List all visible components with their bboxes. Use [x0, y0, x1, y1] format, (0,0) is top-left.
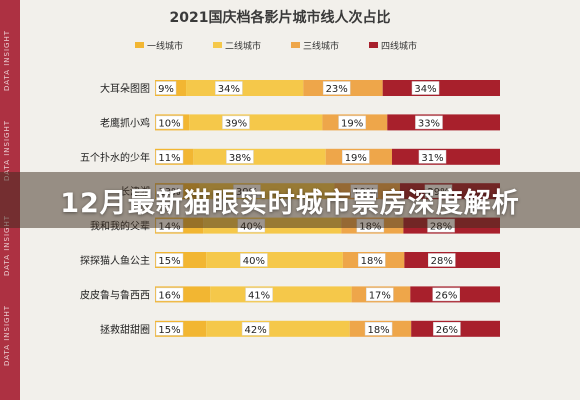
value-label: 38%	[229, 153, 251, 164]
value-label: 39%	[225, 118, 247, 129]
value-label-box	[245, 287, 273, 302]
value-label: 10%	[158, 118, 180, 129]
category-label: 拯救甜甜圈	[100, 323, 150, 336]
value-label-box	[226, 150, 254, 164]
legend-swatch	[369, 42, 378, 48]
category-label: 探探猫人鱼公主	[80, 254, 150, 267]
value-label-box	[433, 322, 461, 336]
value-label: 18%	[367, 325, 389, 336]
value-label: 17%	[369, 290, 391, 301]
bar-segment	[382, 80, 500, 96]
value-label: 33%	[418, 118, 440, 129]
value-label-box	[155, 115, 184, 130]
value-label-box	[411, 81, 440, 95]
value-label: 26%	[435, 290, 457, 301]
legend-label: 一线城市	[147, 40, 183, 52]
category-label: 皮皮鲁与鲁西西	[80, 288, 150, 301]
value-label: 40%	[243, 256, 265, 267]
value-label: 26%	[436, 325, 458, 336]
value-label: 16%	[158, 290, 180, 301]
legend-swatch	[213, 42, 222, 48]
value-label: 23%	[326, 84, 348, 95]
banner-title: 12月最新猫眼实时城市票房深度解析	[60, 187, 520, 219]
value-label-box	[418, 150, 447, 164]
legend-label: 三线城市	[303, 40, 339, 52]
value-label: 9%	[158, 84, 174, 95]
value-label: 41%	[248, 290, 270, 301]
category-label: 大耳朵图图	[100, 82, 150, 95]
bar-segment	[206, 320, 350, 337]
category-label: 五个扑水的少年	[80, 151, 150, 164]
legend-swatch	[291, 42, 300, 48]
value-label-box	[215, 81, 243, 95]
bar-segment	[189, 114, 323, 131]
value-label: 42%	[244, 325, 266, 336]
value-label-box	[240, 253, 268, 267]
value-label: 15%	[158, 256, 180, 267]
value-label-box	[342, 150, 370, 164]
bar-segment	[206, 252, 343, 268]
value-label-box	[428, 253, 456, 267]
value-label: 28%	[431, 256, 453, 267]
value-label-box	[155, 287, 184, 302]
value-label-box	[241, 322, 270, 336]
value-label: 19%	[345, 153, 367, 164]
value-label-box	[155, 150, 184, 164]
value-label: 19%	[341, 118, 363, 129]
bar-segment	[186, 80, 304, 96]
value-label-box	[222, 115, 250, 130]
value-label-box	[338, 115, 366, 130]
watermark-text: DATA INSIGHT	[3, 30, 11, 92]
headline-banner: 12月最新猫眼实时城市票房深度解析	[0, 172, 580, 228]
bar-segment	[387, 114, 500, 131]
value-label-box	[357, 253, 386, 267]
value-label-box	[432, 287, 460, 302]
value-label: 34%	[218, 84, 240, 95]
value-label: 18%	[361, 256, 383, 267]
value-label-box	[415, 115, 443, 130]
value-label-box	[155, 81, 177, 95]
value-label-box	[322, 81, 351, 95]
value-label-box	[155, 253, 184, 267]
legend-label: 二线城市	[225, 40, 261, 52]
legend-label: 四线城市	[381, 40, 417, 52]
value-label: 31%	[421, 153, 443, 164]
category-label: 老鹰抓小鸡	[100, 116, 150, 129]
value-label-box	[364, 322, 393, 336]
bar-segment	[193, 148, 326, 165]
value-label-box	[155, 322, 184, 336]
watermark-text: DATA INSIGHT	[3, 305, 11, 367]
value-label-box	[366, 287, 394, 302]
bar-segment	[210, 286, 352, 303]
chart-title: 2021国庆档各影片城市线人次占比	[170, 9, 391, 26]
value-label: 34%	[414, 84, 436, 95]
legend-swatch	[135, 42, 144, 48]
value-label: 15%	[158, 325, 180, 336]
value-label: 11%	[158, 153, 180, 164]
